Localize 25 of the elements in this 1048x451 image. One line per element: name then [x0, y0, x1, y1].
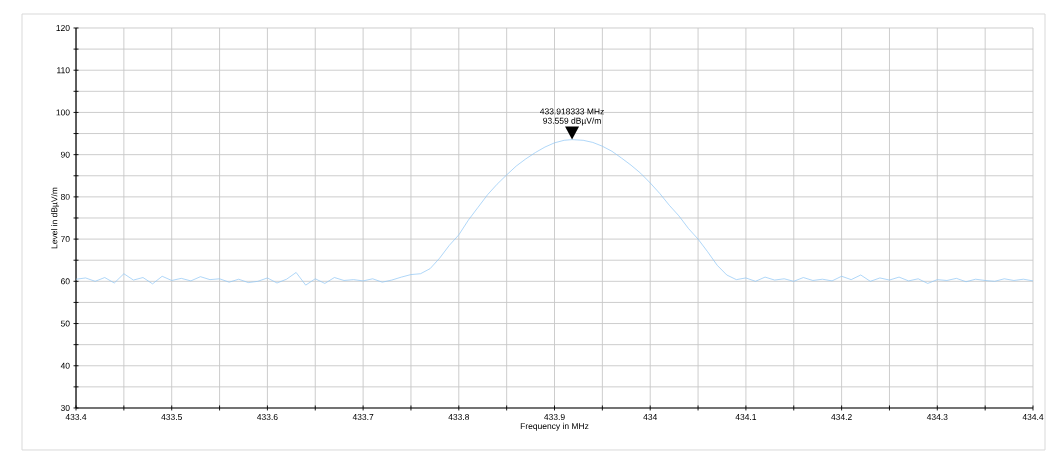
- y-tick-label: 100: [56, 109, 70, 116]
- y-tick-label: 110: [57, 67, 70, 74]
- x-tick-label: 433.9: [544, 414, 565, 420]
- x-tick-label: 434.3: [926, 414, 948, 420]
- y-axis-title: Level in dBµV/m: [51, 187, 60, 249]
- y-tick-label: 30: [60, 404, 70, 411]
- x-tick-label: 433.6: [257, 414, 278, 420]
- x-tick-label: 433.4: [65, 414, 87, 420]
- y-tick-label: 80: [60, 193, 70, 200]
- x-tick-label: 434: [643, 414, 658, 420]
- x-tick-label: 434.4: [1022, 414, 1044, 420]
- annotation: 93.559 dBµV/m: [543, 117, 601, 126]
- y-tick-label: 60: [61, 278, 70, 285]
- x-tick-label: 433.7: [352, 414, 374, 420]
- x-tick-label: 434.1: [735, 414, 757, 420]
- x-tick-label: 434.2: [831, 414, 852, 420]
- y-tick-label: 50: [60, 320, 70, 327]
- x-tick-label: 433.8: [448, 414, 470, 420]
- annotation: 433.918333 MHz: [540, 108, 604, 115]
- y-tick-label: 70: [61, 236, 70, 243]
- y-tick-label: 120: [56, 25, 70, 31]
- x-tick-label: 433.5: [161, 414, 182, 420]
- y-tick-label: 90: [60, 151, 70, 158]
- x-axis-title: Frequency in MHz: [520, 422, 589, 431]
- y-tick-label: 40: [60, 362, 70, 369]
